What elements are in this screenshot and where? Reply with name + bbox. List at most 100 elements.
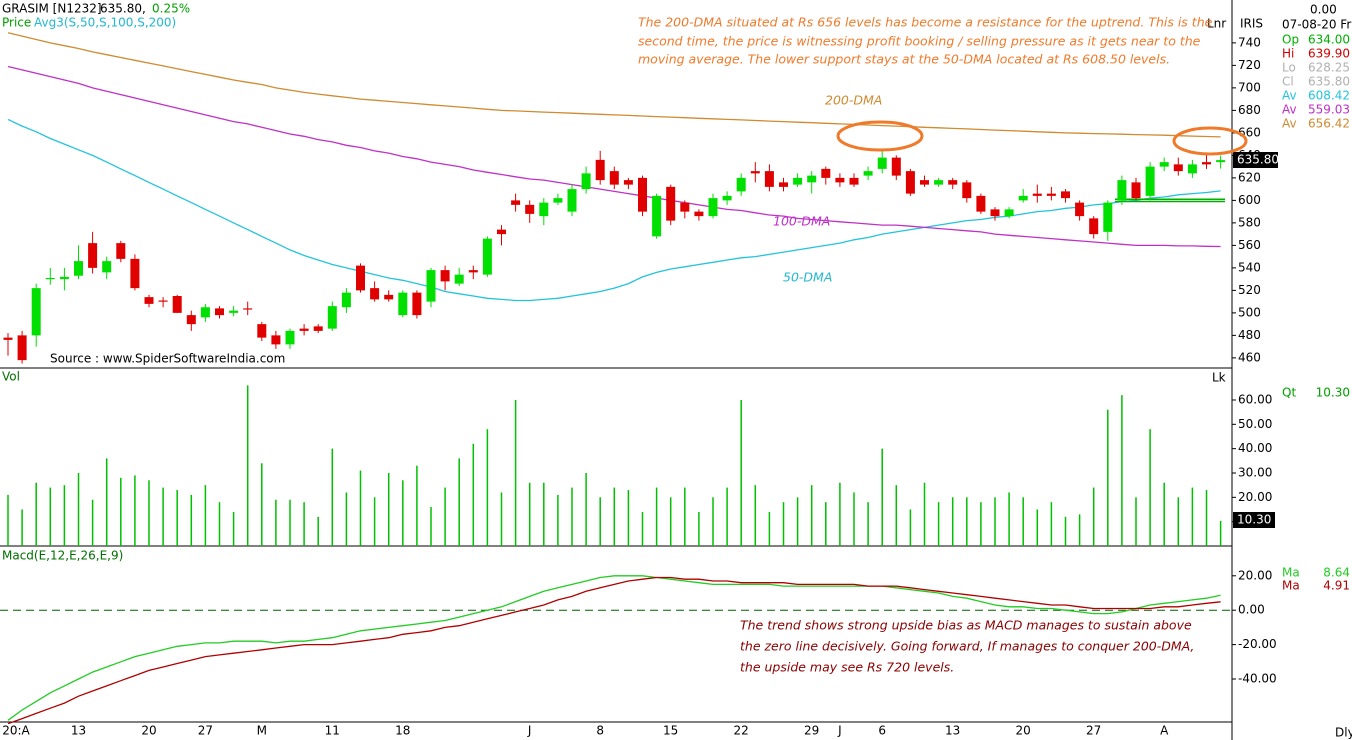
price-tag: 635.80 (1237, 153, 1279, 167)
candle-body (3, 337, 13, 340)
volume-bar (641, 511, 644, 546)
volume-bar (966, 497, 968, 546)
volume-bar (1022, 497, 1024, 546)
volume-bar (331, 448, 334, 546)
candle-body (708, 198, 718, 217)
y-tick-label: 40.00 (1238, 441, 1272, 455)
y-tick-label: 0.00 (1238, 603, 1265, 617)
x-tick-label: 20 (141, 724, 156, 738)
x-tick-label: 15 (663, 724, 678, 738)
volume-bar (444, 487, 446, 546)
volume-bar (655, 487, 658, 546)
volume-bar (684, 487, 686, 546)
candle-body (652, 195, 662, 237)
candle-body (412, 292, 422, 316)
x-tick-label: 20 (1016, 724, 1031, 738)
candle-body (905, 171, 915, 194)
volume-bar (218, 502, 221, 546)
candle-body (722, 195, 732, 201)
y-tick-label: 540 (1238, 260, 1261, 274)
candle-body (877, 157, 887, 169)
candle-body (680, 202, 690, 212)
macd-line (7, 576, 1221, 725)
candle-body (497, 229, 506, 235)
volume-bar (472, 443, 475, 546)
candle-body (229, 310, 239, 313)
candle-body (595, 159, 605, 181)
y-tick-label: 560 (1238, 238, 1261, 252)
indicator-label: Avg3(S,50,S,100,S,200) (34, 16, 176, 30)
info-value: 634.00 (1308, 33, 1350, 47)
volume-bar (1121, 395, 1123, 546)
volume-bar (77, 472, 80, 546)
volume-bar (21, 509, 23, 546)
candle-body (327, 306, 337, 329)
volume-bar (49, 487, 52, 546)
macd-legend-value: 8.64 (1323, 566, 1350, 580)
candle-body (793, 177, 803, 185)
x-tick-label: J (527, 724, 532, 738)
y-tick-label: 720 (1238, 58, 1261, 72)
candle-body (1004, 209, 1014, 217)
info-value: 635.80 (1308, 75, 1350, 89)
volume-bar (571, 487, 573, 546)
candle-body (341, 292, 351, 308)
x-tick-label: 29 (804, 724, 819, 738)
candle-body (1159, 162, 1169, 167)
price-tag-bg (1233, 152, 1278, 168)
volume-bar (63, 485, 66, 546)
volume-bar (204, 485, 207, 546)
volume-label: Vol (2, 370, 20, 384)
macd-note-line: The trend shows strong upside bias as MA… (740, 618, 1192, 633)
y-tick-label: 660 (1238, 125, 1261, 139)
candle-body (1216, 160, 1226, 163)
volume-bar (1177, 497, 1180, 546)
volume-bar (486, 429, 489, 546)
x-tick-label: 27 (1086, 724, 1101, 738)
candle-body (31, 288, 41, 336)
y-tick-label: 520 (1238, 283, 1261, 297)
y-tick-label: 700 (1238, 80, 1261, 94)
candle-body (200, 307, 210, 318)
indicator-prefix: Price (2, 16, 31, 30)
volume-bar (345, 492, 348, 546)
candle-body (835, 177, 845, 183)
candle-body (525, 204, 535, 214)
change: 0.25% (152, 2, 190, 16)
candle-body (638, 177, 647, 212)
volume-bar (937, 502, 940, 546)
candle-body (243, 308, 253, 310)
candle-body (384, 294, 394, 300)
info-top: 0.00 (1310, 3, 1337, 17)
note-line: moving average. The lower support stays … (638, 52, 1170, 67)
y-tick-label: 50.00 (1238, 417, 1272, 431)
volume-bar (994, 497, 996, 546)
y-tick-label: 20.00 (1238, 490, 1272, 504)
volume-bar (303, 502, 305, 546)
volume-bar (669, 497, 672, 546)
volume-bar (810, 485, 813, 546)
y-tick-label: 500 (1238, 305, 1261, 319)
y-tick-label: 580 (1238, 215, 1261, 229)
candle-body (849, 177, 859, 185)
candle-body (59, 276, 69, 280)
macd-line (7, 575, 1221, 721)
x-tick-label: 18 (395, 724, 410, 738)
candle-body (313, 326, 323, 331)
volume-bar (1078, 514, 1081, 546)
candle-body (666, 186, 676, 221)
info-label: Av (1282, 103, 1297, 117)
volume-bar (627, 490, 630, 546)
volume-bar (261, 463, 263, 546)
volume-bar (1149, 429, 1151, 546)
note-line: The 200-DMA situated at Rs 656 levels ha… (638, 15, 1213, 30)
volume-unit: Lk (1212, 371, 1226, 385)
candle-body (186, 315, 196, 325)
volume-legend-value: 10.30 (1316, 386, 1350, 400)
candle-body (454, 274, 464, 284)
x-tick-label: 11 (325, 724, 340, 738)
volume-bar (246, 385, 249, 546)
candle-body (1046, 193, 1056, 196)
